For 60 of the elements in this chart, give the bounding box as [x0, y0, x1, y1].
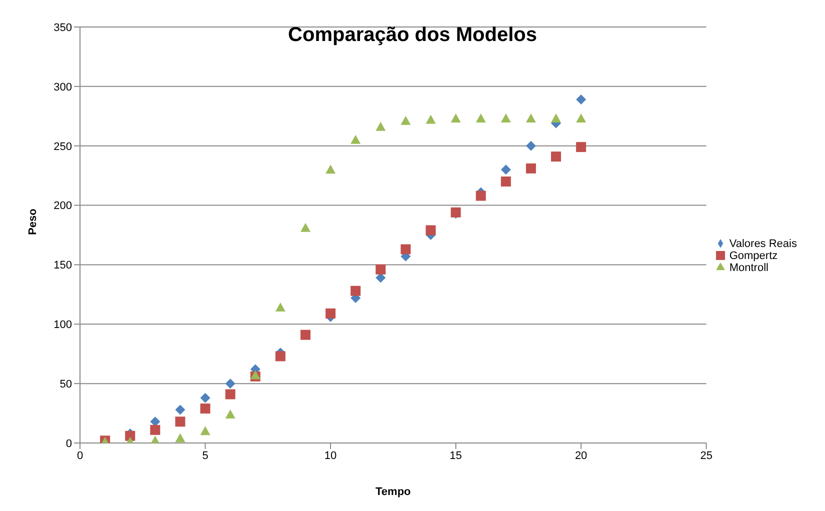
point — [175, 416, 186, 427]
point — [275, 351, 286, 362]
point — [426, 114, 436, 124]
point — [175, 404, 186, 415]
point — [551, 114, 562, 123]
point — [175, 433, 186, 442]
point — [526, 140, 536, 151]
x-axis-title: Tempo — [376, 486, 412, 498]
point — [200, 404, 210, 414]
y-tick-label: 350 — [54, 22, 72, 34]
point — [400, 116, 411, 125]
point — [500, 114, 511, 123]
point — [450, 114, 461, 123]
y-axis-title: Peso — [26, 208, 39, 235]
y-tick-label: 250 — [54, 140, 72, 153]
legend-label: Montroll — [729, 262, 768, 274]
point — [400, 244, 411, 254]
chart-title: Comparação dos Modelos — [288, 24, 537, 46]
point — [200, 392, 210, 403]
point — [476, 190, 486, 201]
point — [576, 114, 586, 123]
y-tick-label: 150 — [54, 260, 72, 272]
point — [576, 142, 586, 152]
point — [200, 426, 210, 436]
x-tick-label: 5 — [202, 450, 208, 462]
x-tick-label: 10 — [324, 450, 337, 462]
y-tick-label: 0 — [66, 438, 72, 450]
point — [500, 176, 511, 187]
point — [275, 302, 286, 312]
point — [125, 430, 136, 441]
point — [526, 163, 536, 174]
point — [500, 164, 511, 175]
point — [350, 286, 361, 296]
point — [326, 308, 336, 318]
point — [150, 424, 160, 435]
point — [426, 225, 436, 236]
legend-label: Gompertz — [729, 250, 778, 262]
point — [350, 134, 361, 144]
y-tick-label: 200 — [54, 200, 72, 212]
y-tick-label: 300 — [54, 81, 72, 94]
point — [300, 222, 310, 232]
point — [376, 264, 386, 274]
y-tick-label: 100 — [54, 319, 72, 332]
x-tick-label: 15 — [450, 450, 462, 462]
point — [225, 378, 236, 389]
point — [376, 122, 386, 131]
point — [225, 409, 236, 418]
x-tick-label: 20 — [574, 450, 588, 462]
point — [300, 330, 310, 340]
point — [476, 114, 486, 123]
x-tick-label: 0 — [76, 450, 84, 462]
point — [576, 94, 586, 105]
point — [326, 164, 336, 174]
y-tick-label: 50 — [60, 378, 72, 390]
point — [225, 389, 236, 400]
point — [551, 152, 562, 162]
x-tick-label: 25 — [700, 450, 712, 462]
point — [376, 272, 386, 283]
point — [526, 114, 536, 123]
legend-label: Valores Reais — [729, 238, 797, 250]
